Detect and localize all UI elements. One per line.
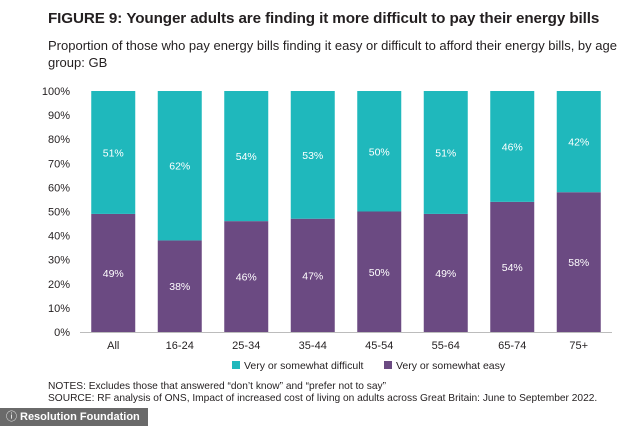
y-tick-label: 100%	[42, 86, 70, 98]
data-label-easy: 50%	[369, 267, 390, 279]
data-label-easy: 58%	[568, 257, 589, 269]
bar-difficult	[423, 91, 468, 214]
data-label-easy: 54%	[502, 262, 523, 274]
data-label-easy: 47%	[302, 270, 323, 282]
data-label-difficult: 54%	[236, 151, 257, 163]
chart-notes: NOTES: Excludes those that answered “don…	[48, 381, 618, 404]
bar-easy	[423, 213, 468, 332]
chart-subtitle: Proportion of those who pay energy bills…	[48, 38, 617, 70]
x-tick-label: 25-34	[232, 340, 260, 352]
data-label-easy: 49%	[103, 268, 124, 280]
x-tick-label: 55-64	[432, 340, 460, 352]
bar-difficult	[224, 91, 269, 222]
y-tick-label: 80%	[48, 134, 70, 146]
data-label-easy: 49%	[435, 268, 456, 280]
data-label-difficult: 42%	[568, 137, 589, 149]
bar-difficult	[556, 91, 601, 193]
legend-label: Very or somewhat easy	[396, 360, 506, 372]
y-tick-label: 40%	[48, 231, 70, 243]
y-tick-label: 30%	[48, 255, 70, 267]
y-tick-label: 20%	[48, 279, 70, 291]
bar-easy	[224, 221, 269, 332]
data-label-easy: 38%	[169, 281, 190, 293]
x-tick-label: All	[107, 340, 119, 352]
chart-title: FIGURE 9: Younger adults are finding it …	[48, 10, 628, 27]
bar-easy	[556, 192, 601, 332]
notes-text: NOTES: Excludes those that answered “don…	[48, 381, 387, 392]
data-label-difficult: 51%	[435, 147, 456, 159]
x-tick-label: 65-74	[498, 340, 526, 352]
data-label-difficult: 53%	[302, 150, 323, 162]
legend-swatch	[232, 361, 240, 369]
bar-difficult	[357, 91, 402, 212]
x-tick-label: 75+	[569, 340, 588, 352]
data-label-difficult: 50%	[369, 146, 390, 158]
bar-easy	[357, 211, 402, 332]
data-label-difficult: 62%	[169, 161, 190, 173]
figure-label: FIGURE 9:	[48, 10, 123, 27]
bar-difficult	[157, 91, 202, 241]
bar-difficult	[91, 91, 136, 214]
x-tick-label: 45-54	[365, 340, 393, 352]
x-tick-label: 16-24	[166, 340, 194, 352]
y-tick-label: 90%	[48, 110, 70, 122]
bar-difficult	[290, 91, 335, 219]
data-label-easy: 46%	[236, 272, 257, 284]
y-tick-label: 10%	[48, 303, 70, 315]
watermark-text: Resolution Foundation	[20, 411, 140, 423]
source-text: SOURCE: RF analysis of ONS, Impact of in…	[48, 392, 598, 404]
x-tick-label: 35-44	[299, 340, 327, 352]
y-tick-label: 50%	[48, 207, 70, 219]
figure-title: Younger adults are finding it more diffi…	[126, 10, 600, 27]
stacked-bar-chart: 0% 10% 20% 30% 40% 50% 60% 70% 80% 90% 100% 49% 51% A…	[42, 86, 612, 372]
legend-label: Very or somewhat difficult	[244, 360, 364, 372]
bar-easy	[490, 201, 535, 332]
y-tick-label: 60%	[48, 182, 70, 194]
y-tick-label: 70%	[48, 158, 70, 170]
bar-difficult	[490, 91, 535, 202]
bar-easy	[290, 218, 335, 332]
y-tick-label: 0%	[54, 327, 70, 339]
bar-easy	[157, 240, 202, 332]
info-icon: ⓘ	[6, 411, 17, 423]
legend-swatch	[384, 361, 392, 369]
bar-easy	[91, 213, 136, 332]
watermark: ⓘ Resolution Foundation	[0, 408, 148, 426]
data-label-difficult: 46%	[502, 141, 523, 153]
data-label-difficult: 51%	[103, 147, 124, 159]
